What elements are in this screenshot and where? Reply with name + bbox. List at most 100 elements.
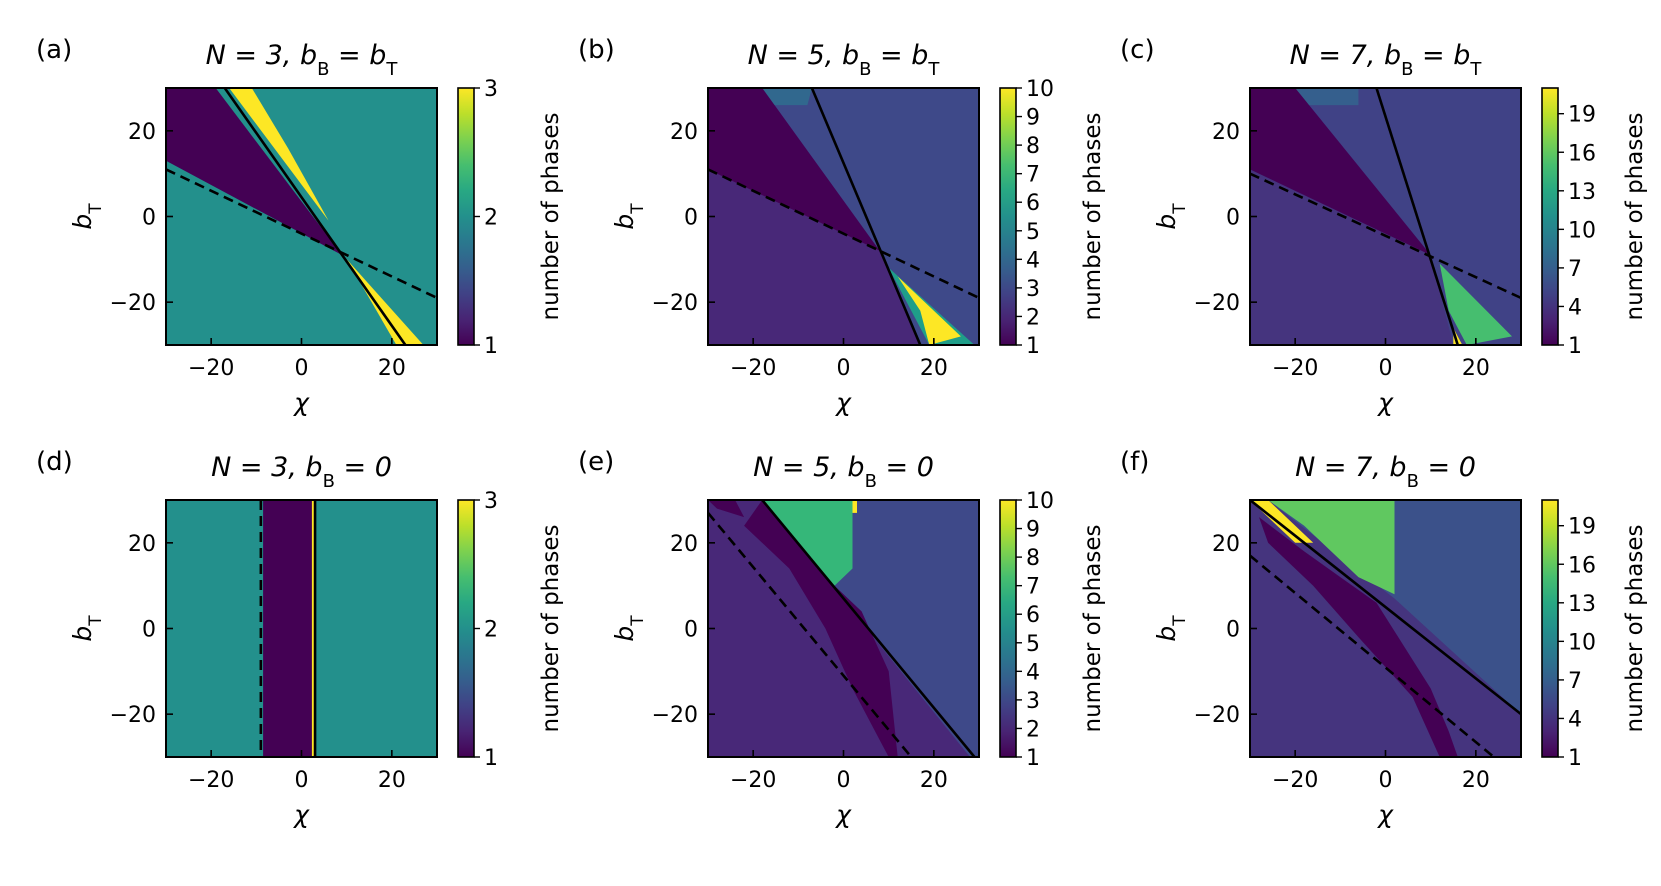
dashed-boundary-line bbox=[1250, 172, 1521, 300]
heatmap-c bbox=[1250, 88, 1521, 345]
colorbar-tick-label: 1 bbox=[484, 334, 498, 359]
colorbar bbox=[457, 87, 475, 346]
colorbar-tick-label: 1 bbox=[1026, 746, 1040, 771]
panel-b: −20 0 20 −20 0 20 χ bT N = 5, bB = bT (b) 1 2 3 4 5 6 7 8… bbox=[578, 35, 1106, 417]
phase-region bbox=[897, 276, 961, 345]
colorbar-tick-label: 3 bbox=[1026, 277, 1040, 302]
dashed-boundary-line bbox=[1250, 554, 1495, 757]
phase-region bbox=[708, 500, 745, 518]
phase-region bbox=[263, 500, 313, 757]
colorbar-label: number of phases bbox=[1080, 113, 1106, 321]
panel-title: N = 5, bB = 0 bbox=[753, 452, 934, 492]
colorbar-tick-label: 2 bbox=[484, 618, 498, 643]
x-tick-label: 20 bbox=[378, 768, 406, 793]
heatmap-e bbox=[708, 500, 979, 757]
colorbar-tick-label: 6 bbox=[1026, 603, 1040, 628]
colorbar-tick-label: 2 bbox=[484, 206, 498, 231]
colorbar-tick-label: 2 bbox=[1026, 717, 1040, 742]
colorbar-tick-label: 10 bbox=[1026, 489, 1054, 514]
colorbar-tick-label: 1 bbox=[484, 746, 498, 771]
phase-region bbox=[166, 88, 343, 256]
colorbar-tick-label: 4 bbox=[1026, 660, 1040, 685]
heatmap-b bbox=[708, 88, 979, 345]
colorbar-tick-label: 9 bbox=[1026, 106, 1040, 131]
phase-region bbox=[1439, 263, 1512, 345]
phase-region bbox=[229, 88, 329, 221]
x-tick-label: 20 bbox=[920, 356, 948, 381]
y-tick-label: 20 bbox=[128, 120, 156, 145]
solid-boundary-line bbox=[1375, 88, 1460, 345]
colorbar-tick-label: 6 bbox=[1026, 191, 1040, 216]
x-axis-label: χ bbox=[1376, 388, 1394, 417]
y-axis-label: bT bbox=[610, 615, 648, 642]
x-tick-label: −20 bbox=[730, 768, 776, 793]
solid-boundary-line bbox=[223, 88, 407, 345]
x-tick-label: 20 bbox=[1462, 768, 1490, 793]
phase-region bbox=[888, 267, 975, 345]
colorbar-tick-label: 19 bbox=[1568, 515, 1596, 540]
y-tick-label: 0 bbox=[684, 206, 698, 231]
colorbar bbox=[999, 87, 1017, 346]
colorbar-tick-label: 10 bbox=[1568, 218, 1596, 243]
panel-title: N = 7, bB = 0 bbox=[1295, 452, 1476, 492]
colorbar-label: number of phases bbox=[1622, 113, 1648, 321]
colorbar-tick-label: 3 bbox=[1026, 689, 1040, 714]
solid-boundary-line bbox=[761, 500, 976, 757]
colorbar-tick-label: 7 bbox=[1568, 669, 1582, 694]
phase-region bbox=[744, 500, 898, 757]
y-tick-label: 0 bbox=[142, 618, 156, 643]
colorbar-tick-label: 8 bbox=[1026, 134, 1040, 159]
colorbar-tick-label: 3 bbox=[484, 489, 498, 514]
panel-title: N = 7, bB = bT bbox=[1290, 40, 1483, 80]
dashed-boundary-line bbox=[166, 168, 437, 300]
y-axis-label: bT bbox=[1152, 203, 1190, 230]
panel-label: (b) bbox=[578, 35, 615, 65]
y-tick-label: 0 bbox=[1226, 206, 1240, 231]
panel-title: N = 5, bB = bT bbox=[748, 40, 941, 80]
colorbar-tick-label: 4 bbox=[1026, 248, 1040, 273]
phase-region bbox=[1295, 88, 1521, 345]
phase-region bbox=[708, 88, 880, 251]
panel-a: −20 0 20 −20 0 20 χ bT N = 3, bB = bT (a) 1 2 3 numbe… bbox=[36, 35, 564, 417]
panel-f: −20 0 20 −20 0 20 χ bT N = 7, bB = 0 (f) 1 4 7 10 13 16… bbox=[1120, 447, 1648, 829]
y-tick-label: −20 bbox=[1194, 703, 1240, 728]
colorbar-tick-label: 1 bbox=[1568, 334, 1582, 359]
colorbar-tick-label: 5 bbox=[1026, 632, 1040, 657]
panel-title: N = 3, bB = 0 bbox=[211, 452, 392, 492]
x-tick-label: −20 bbox=[730, 356, 776, 381]
x-tick-label: 0 bbox=[837, 768, 851, 793]
y-tick-label: −20 bbox=[110, 291, 156, 316]
panel-label: (d) bbox=[36, 447, 73, 477]
colorbar-tick-label: 2 bbox=[1026, 305, 1040, 330]
colorbar-tick-label: 1 bbox=[1568, 746, 1582, 771]
colorbar-label: number of phases bbox=[1080, 525, 1106, 733]
y-tick-label: −20 bbox=[652, 291, 698, 316]
colorbar-tick-label: 10 bbox=[1026, 77, 1054, 102]
colorbar-tick-label: 13 bbox=[1568, 592, 1596, 617]
colorbar bbox=[457, 499, 475, 758]
x-tick-label: −20 bbox=[188, 356, 234, 381]
colorbar-label: number of phases bbox=[538, 113, 564, 321]
colorbar-tick-label: 10 bbox=[1568, 630, 1596, 655]
colorbar bbox=[1541, 499, 1559, 758]
colorbar-tick-label: 19 bbox=[1568, 103, 1596, 128]
heatmap-f bbox=[1250, 500, 1521, 757]
y-axis-label: bT bbox=[610, 203, 648, 230]
y-tick-label: −20 bbox=[1194, 291, 1240, 316]
x-tick-label: 0 bbox=[295, 768, 309, 793]
phase-region bbox=[1268, 500, 1395, 595]
heatmap-a bbox=[166, 88, 437, 345]
phase-region bbox=[762, 88, 979, 345]
colorbar-tick-label: 8 bbox=[1026, 546, 1040, 571]
y-tick-label: 20 bbox=[1212, 532, 1240, 557]
panel-d: −20 0 20 −20 0 20 χ bT N = 3, bB = 0 (d) 1 2 3 number… bbox=[36, 447, 564, 829]
colorbar-tick-label: 7 bbox=[1568, 257, 1582, 282]
panel-title: N = 3, bB = bT bbox=[206, 40, 399, 80]
phase-region bbox=[852, 500, 857, 513]
panel-c: −20 0 20 −20 0 20 χ bT N = 7, bB = bT (c) 1 4 7 10 13 1… bbox=[1120, 35, 1648, 417]
phase-region bbox=[1250, 500, 1314, 543]
x-tick-label: 20 bbox=[378, 356, 406, 381]
colorbar-tick-label: 4 bbox=[1568, 295, 1582, 320]
x-axis-label: χ bbox=[292, 388, 310, 417]
